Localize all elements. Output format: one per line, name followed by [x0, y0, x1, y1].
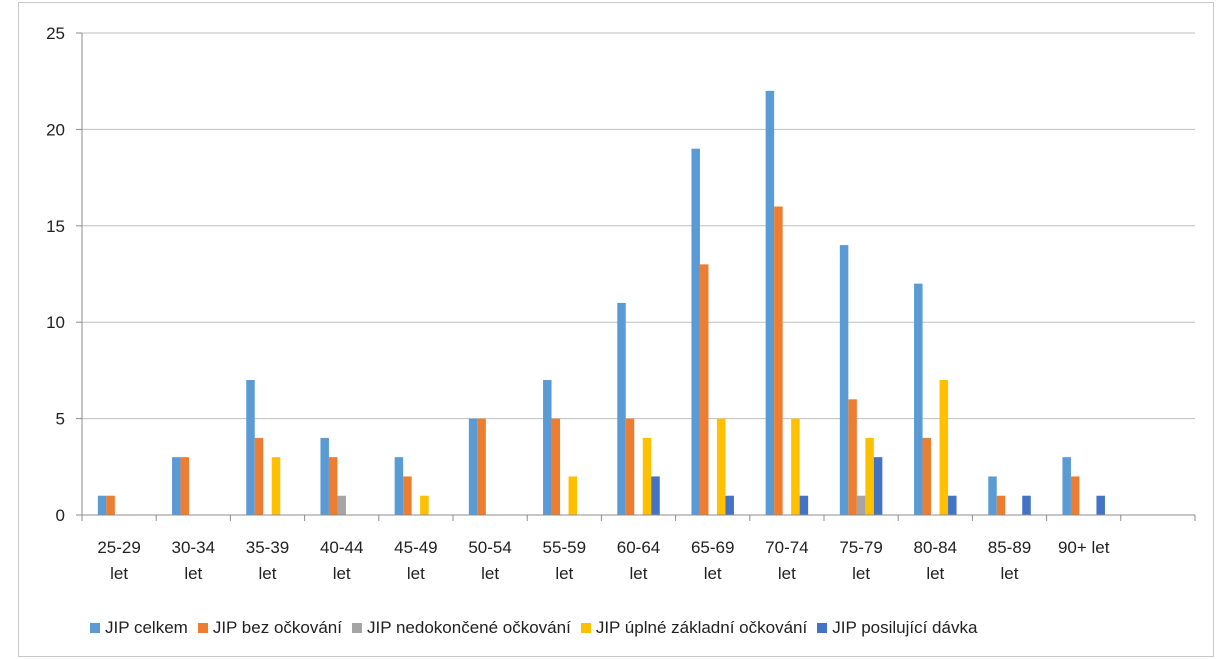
axes: [76, 32, 1196, 521]
x-tick-label: 30-34 let: [172, 538, 215, 583]
bar: [716, 418, 726, 515]
x-tick-label: 40-44 let: [320, 538, 363, 583]
x-tick-label: 80-84 let: [914, 538, 957, 583]
y-tick-label: 0: [56, 506, 65, 525]
legend-swatch: [580, 623, 591, 633]
bar: [106, 495, 115, 515]
legend: JIP celkem JIP bez očkování JIP nedokončen…: [90, 615, 987, 641]
x-tick-label: 35-39 let: [246, 538, 289, 583]
bar: [420, 495, 429, 515]
bar: [873, 457, 883, 515]
bar: [791, 418, 800, 515]
bar: [939, 380, 949, 515]
x-tick-label: 70-74 let: [765, 538, 808, 583]
bar: [403, 476, 412, 515]
bar: [617, 302, 626, 515]
bar: [1096, 495, 1105, 515]
y-tick-labels: 0 5 10 15 20 25: [46, 24, 65, 525]
x-tick-label: 55-59 let: [543, 538, 586, 583]
bar: [543, 380, 552, 515]
bar: [337, 495, 346, 515]
bar: [625, 418, 635, 515]
legend-swatch: [197, 623, 208, 633]
bar: [1070, 476, 1080, 515]
bar: [691, 148, 700, 515]
legend-label: JIP posilující dávka: [832, 618, 978, 637]
bar: [699, 264, 709, 515]
bar: [996, 495, 1006, 515]
bar: [856, 495, 866, 515]
bar: [1062, 457, 1071, 515]
legend-label: JIP celkem: [105, 618, 188, 637]
legend-item: JIP bez očkování: [197, 618, 342, 638]
y-tick-label: 10: [46, 313, 65, 332]
bar: [97, 495, 107, 515]
y-tick-label: 15: [46, 217, 65, 236]
bar: [271, 457, 281, 515]
bar: [477, 418, 486, 515]
bar: [725, 495, 734, 515]
bar: [988, 476, 997, 515]
bar: [922, 437, 932, 515]
bar: [394, 457, 404, 515]
chart-frame: [18, 2, 1214, 657]
bar: [172, 457, 181, 515]
y-tick-label: 5: [56, 410, 65, 429]
x-tick-labels: 25-29 let 30-34 let 35-39 let 40-44 let 45-49 let…: [97, 538, 1109, 583]
bar: [254, 437, 264, 515]
legend-item: JIP úplné základní očkování: [580, 618, 808, 638]
x-tick-label: 25-29 let: [97, 538, 140, 583]
bars: [97, 90, 1105, 515]
bar: [765, 90, 775, 515]
legend-item: JIP posilující dávka: [817, 618, 977, 638]
bar: [328, 457, 338, 515]
legend-swatch: [90, 623, 100, 633]
bar: [642, 437, 652, 515]
x-tick-label: 90+ let: [1058, 538, 1110, 557]
bar: [320, 437, 329, 515]
y-tick-label: 20: [46, 120, 65, 139]
gridlines: [82, 32, 1195, 420]
bar: [468, 418, 478, 515]
x-tick-label: 85-89 let: [988, 538, 1031, 583]
x-tick-label: 50-54 let: [468, 538, 511, 583]
bar: [568, 476, 578, 515]
bar: [1022, 495, 1031, 515]
bar: [246, 380, 255, 515]
legend-label: JIP bez očkování: [212, 618, 342, 637]
x-tick-label: 60-64 let: [617, 538, 660, 583]
legend-item: JIP celkem: [90, 618, 188, 638]
x-tick-label: 65-69 let: [691, 538, 734, 583]
bar: [914, 283, 923, 515]
bar: [865, 437, 874, 515]
legend-swatch: [817, 623, 828, 633]
bar: [848, 399, 857, 515]
legend-label: JIP nedokončené očkování: [366, 618, 571, 637]
y-tick-label: 25: [46, 24, 65, 43]
legend-label: JIP úplné základní očkování: [595, 618, 808, 637]
bar: [799, 495, 809, 515]
legend-swatch: [351, 623, 362, 633]
bar: [948, 495, 957, 515]
bar: [551, 418, 561, 515]
bar: [774, 206, 783, 515]
x-tick-label: 75-79 let: [839, 538, 882, 583]
x-tick-label: 45-49 let: [394, 538, 437, 583]
legend-item: JIP nedokončené očkování: [351, 618, 571, 638]
bar: [839, 245, 849, 515]
bar: [651, 476, 660, 515]
bar: [180, 457, 190, 515]
